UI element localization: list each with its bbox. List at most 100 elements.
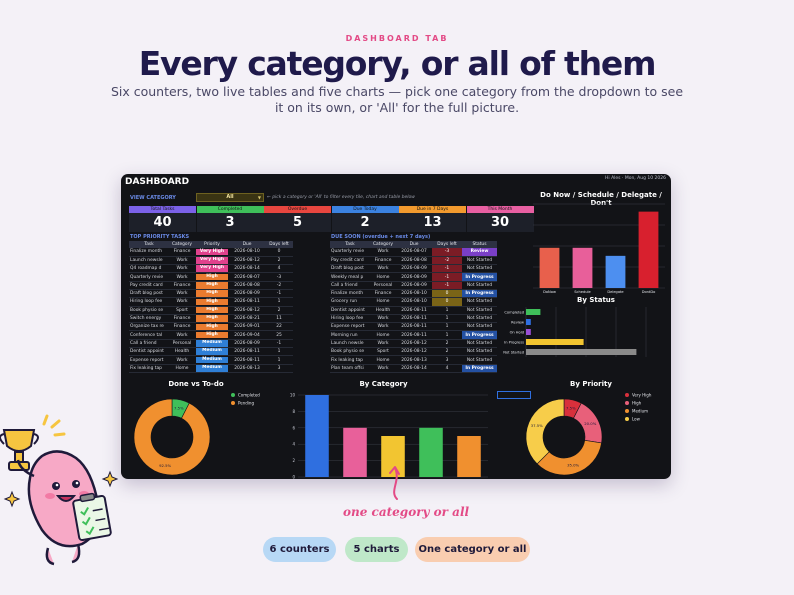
- bar: [457, 436, 481, 477]
- table-header: Status: [462, 241, 497, 248]
- table-cell: 1: [432, 306, 462, 315]
- x-tick-label: DontDo: [642, 290, 656, 294]
- table-cell: 2026-08-10: [396, 289, 432, 299]
- table-cell: 2026-08-11: [229, 297, 265, 307]
- done-chart-title: Done vs To-do: [168, 380, 224, 388]
- table-cell: Pay credit card: [129, 281, 169, 291]
- due-table-title: DUE SOON (overdue + next 7 days): [331, 234, 431, 240]
- table-cell: Book physio se: [330, 347, 370, 357]
- table-cell: -2: [265, 281, 293, 291]
- table-cell: 2026-08-10: [396, 297, 432, 307]
- table-cell: 2026-08-07: [229, 272, 265, 282]
- table-row: Organize tax re Finance High 2026-09-01 22: [129, 322, 293, 332]
- y-tick-label: 4: [292, 442, 295, 447]
- category-dropdown[interactable]: All ▼: [196, 193, 264, 202]
- table-cell: High: [195, 297, 229, 307]
- priority-badge: High: [196, 331, 228, 339]
- status-badge: Not Started: [462, 256, 497, 266]
- table-cell: 1: [265, 297, 293, 307]
- done-chart: 7.5% 92.5% Completed Pending: [133, 392, 260, 476]
- table-cell: Grocery run: [330, 297, 370, 307]
- priority-badge: High: [196, 315, 228, 322]
- table-cell: Plan team offsi: [330, 364, 370, 373]
- table-cell: Hiring loop fee: [129, 297, 169, 307]
- y-tick-label: Review: [511, 321, 524, 325]
- table-cell: 2: [432, 339, 462, 349]
- feature-pill: 5 charts: [345, 537, 408, 562]
- table-cell: 25: [265, 330, 293, 340]
- status-chart: Completed Review On Hold In Progress Not Sta…: [503, 307, 647, 357]
- y-tick-label: 6: [292, 425, 295, 430]
- table-cell: Work: [370, 314, 396, 324]
- legend-swatch: [625, 401, 629, 405]
- table-cell: High: [195, 306, 229, 315]
- feature-pill: 6 counters: [263, 537, 336, 562]
- table-cell: Work: [169, 330, 195, 340]
- priority-badge: High: [196, 298, 228, 306]
- legend-swatch: [625, 409, 629, 413]
- table-row: Switch energy Finance High 2026-08-21 11: [129, 314, 293, 324]
- table-cell: 2026-08-12: [396, 339, 432, 349]
- table-row: Launch newsle Work 2026-08-12 2 Not Started: [330, 339, 497, 349]
- legend-swatch: [231, 393, 235, 397]
- table-cell: -1: [265, 339, 293, 349]
- table-cell: 2026-08-21: [229, 314, 265, 324]
- y-tick-label: 2: [292, 458, 295, 463]
- table-cell: Medium: [195, 347, 229, 357]
- status-badge: Not Started: [462, 306, 497, 315]
- status-badge: In Progress: [462, 289, 497, 299]
- bar: [572, 247, 593, 288]
- table-cell: Finance: [169, 314, 195, 324]
- counter-tile: Due in 7 Days 13: [399, 206, 466, 232]
- table-cell: Fix leaking tap: [330, 355, 370, 365]
- table-row: Grocery run Home 2026-08-10 0 Not Started: [330, 297, 497, 307]
- data-label: 20.0%: [584, 421, 596, 426]
- table-cell: Launch newsle: [129, 256, 169, 266]
- table-cell: Fix leaking tap: [129, 364, 169, 373]
- table-cell: Draft blog post: [330, 264, 370, 274]
- table-row: Quarterly revie Work High 2026-08-07 -3: [129, 272, 293, 282]
- table-row: Fix leaking tap Home 2026-08-13 3 Not Starte…: [330, 355, 497, 365]
- counter-label: Overdue: [264, 206, 331, 213]
- eyebrow: DASHBOARD TAB: [345, 34, 449, 43]
- table-cell: Home: [370, 272, 396, 282]
- table-cell: 2026-08-09: [396, 272, 432, 282]
- bar: [539, 247, 560, 288]
- table-row: Book physio se Sport High 2026-08-12 2: [129, 306, 293, 315]
- counter-tile: Overdue 5: [264, 206, 331, 232]
- counter-label: Due Today: [331, 206, 399, 213]
- table-cell: Work: [169, 264, 195, 274]
- status-chart-title: By Status: [577, 296, 615, 304]
- table-row: Expense report Work 2026-08-11 1 Not Started: [330, 322, 497, 332]
- table-cell: 2026-08-13: [396, 355, 432, 365]
- eisenhower-chart-title: Do Now / Schedule / Delegate / Don't: [540, 191, 662, 207]
- view-category-label: VIEW CATEGORY: [130, 195, 176, 201]
- table-cell: Work: [169, 272, 195, 282]
- bar: [526, 309, 541, 315]
- bar: [381, 436, 405, 477]
- table-row: Dentist appoint Health 2026-08-11 1 Not Star…: [330, 306, 497, 315]
- table-cell: 3: [432, 355, 462, 365]
- headline: Every category, or all of them: [138, 44, 657, 83]
- table-cell: 2026-09-01: [229, 322, 265, 332]
- legend-swatch: [231, 401, 235, 405]
- status-badge: Not Started: [462, 355, 497, 365]
- table-cell: Work: [370, 264, 396, 274]
- status-badge: Not Started: [462, 347, 497, 357]
- status-badge: In Progress: [462, 272, 497, 282]
- dropdown-focus-box: [497, 391, 531, 399]
- table-cell: 2: [265, 306, 293, 315]
- table-cell: Dentist appoint: [330, 306, 370, 315]
- table-cell: 2026-08-09: [229, 339, 265, 349]
- data-label: 35.0%: [567, 462, 579, 467]
- priority-badge: High: [196, 273, 228, 281]
- x-tick-label: Schedule: [574, 290, 591, 294]
- priority-badge: High: [196, 306, 228, 314]
- table-cell: 2: [265, 256, 293, 266]
- table-cell: Home: [370, 297, 396, 307]
- bar: [526, 329, 531, 335]
- table-cell: 1: [432, 322, 462, 332]
- data-label: 7.5%: [174, 406, 184, 411]
- table-cell: 2026-08-14: [229, 264, 265, 274]
- greeting: Hi Ales · Mon, Aug 10 2026: [605, 176, 666, 181]
